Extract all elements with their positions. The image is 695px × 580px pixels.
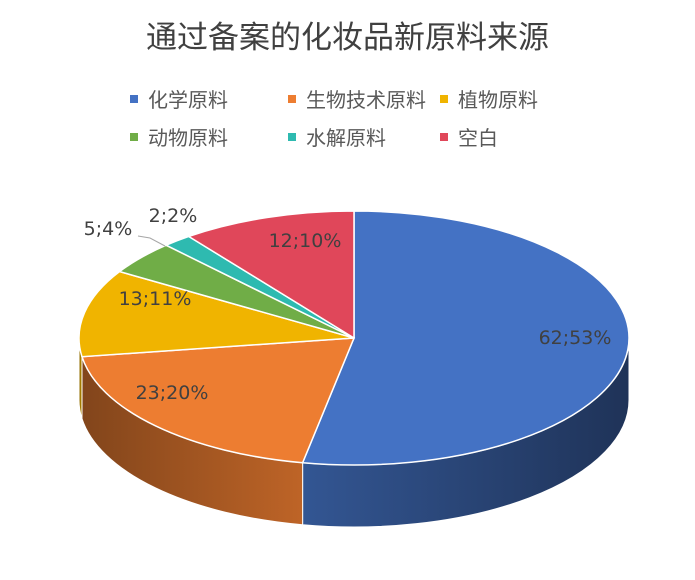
legend-swatch <box>288 94 296 103</box>
pie-slice <box>80 337 356 464</box>
legend-swatch <box>288 132 296 141</box>
legend-swatch <box>130 132 138 141</box>
legend-swatch <box>130 94 138 103</box>
legend-item: 水解原料 <box>288 122 386 151</box>
legend-swatch <box>440 132 448 141</box>
legend-label: 水解原料 <box>306 126 386 150</box>
legend-item: 生物技术原料 <box>288 84 426 113</box>
legend-item: 化学原料 <box>130 84 228 113</box>
data-label: 13;11% <box>119 288 192 310</box>
legend-label: 化学原料 <box>148 88 228 112</box>
data-label: 62;53% <box>539 327 612 349</box>
chart-title: 通过备案的化妆品新原料来源 <box>146 20 549 56</box>
legend-item: 动物原料 <box>130 122 228 151</box>
pie-slice <box>187 210 355 340</box>
pie-slice <box>301 210 630 466</box>
legend-label: 空白 <box>458 126 498 150</box>
leader-line <box>137 235 166 247</box>
legend-swatch <box>440 94 448 103</box>
pie-slice <box>78 270 355 358</box>
data-label: 5;4% <box>84 218 133 240</box>
legend-label: 植物原料 <box>458 88 538 112</box>
data-label: 23;20% <box>136 382 209 404</box>
legend-item: 植物原料 <box>440 84 538 113</box>
legend-label: 生物技术原料 <box>306 88 426 112</box>
data-label: 2;2% <box>149 205 198 227</box>
data-label: 12;10% <box>269 230 342 252</box>
legend-item: 空白 <box>440 122 498 151</box>
legend-label: 动物原料 <box>148 126 228 150</box>
